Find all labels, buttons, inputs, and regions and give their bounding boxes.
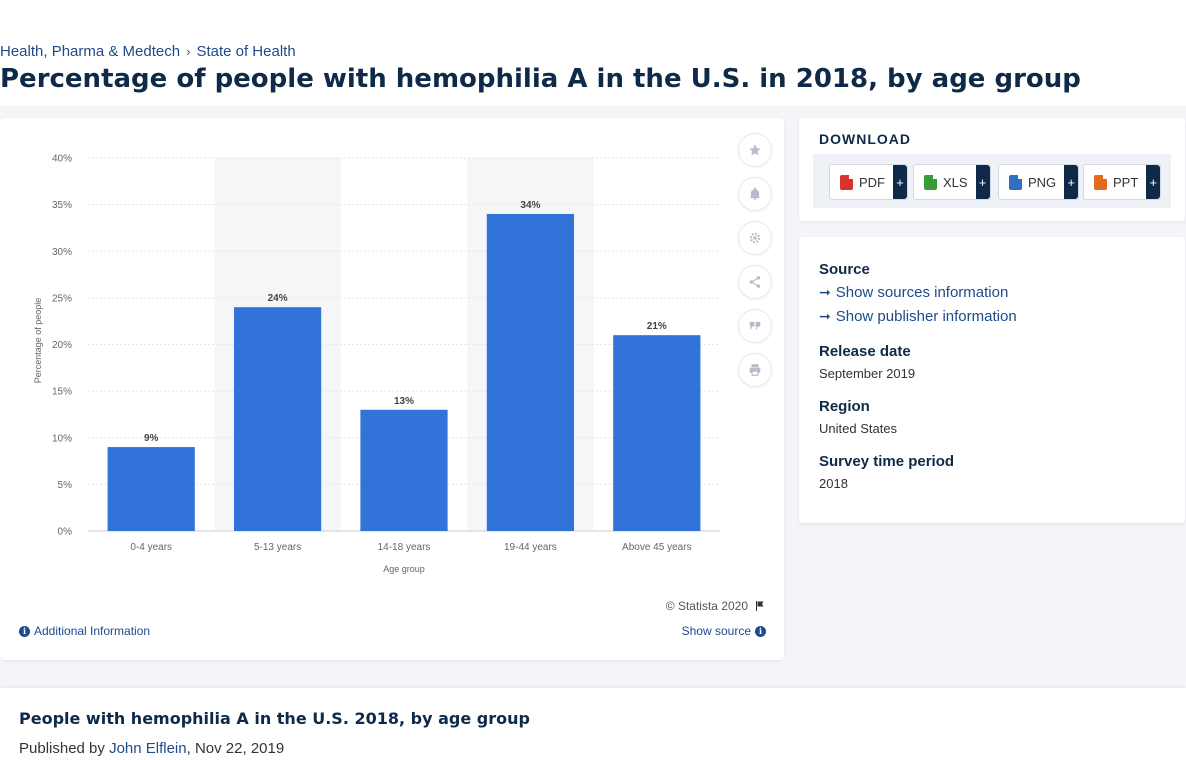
quote-icon: [749, 321, 761, 330]
show-sources-label: Show sources information: [835, 284, 1009, 301]
copyright-text: © Statista 2020: [665, 599, 748, 613]
y-tick-label: 5%: [58, 480, 73, 491]
download-xls-button[interactable]: XLS +: [913, 164, 991, 200]
show-publisher-link[interactable]: ➞ Show publisher information: [819, 308, 1017, 325]
breadcrumb-separator: ›: [186, 44, 191, 59]
data-label: 9%: [144, 433, 159, 444]
bar: [613, 335, 701, 531]
additional-information-link[interactable]: i Additional Information: [19, 624, 150, 638]
notification-button[interactable]: [738, 177, 772, 211]
y-tick-label: 15%: [52, 387, 72, 398]
plus-icon: +: [1146, 165, 1161, 199]
breadcrumb: Health, Pharma & Medtech › State of Heal…: [0, 43, 296, 60]
y-tick-label: 0%: [58, 527, 73, 538]
gear-icon: [749, 232, 761, 244]
download-ppt-button[interactable]: PPT +: [1083, 164, 1162, 200]
info-icon: i: [755, 625, 766, 637]
published-by-label: Published by: [19, 740, 110, 757]
bar-chart: 0% 5% 10% 15% 20% 25% 30% 35% 40% 9% 0-4 years 24% 5…: [33, 154, 720, 574]
y-tick-label: 25%: [52, 293, 72, 304]
download-png-label: PNG: [1028, 174, 1057, 190]
print-icon: [749, 364, 761, 376]
chart-card: 0% 5% 10% 15% 20% 25% 30% 35% 40% 9% 0-4 years 24% 5…: [0, 118, 784, 660]
xls-file-icon: [924, 174, 937, 190]
bar: [107, 447, 195, 531]
bar: [486, 213, 575, 531]
article-card: People with hemophilia A in the U.S. 201…: [0, 688, 1186, 760]
x-tick-label: 0-4 years: [130, 542, 172, 553]
share-button[interactable]: [738, 265, 772, 299]
additional-information-label: Additional Information: [34, 624, 151, 638]
show-source-link[interactable]: Show source i: [682, 624, 766, 638]
x-tick-label: 5-13 years: [254, 542, 301, 553]
statistic-details: Source ➞ Show sources information ➞ Show…: [799, 237, 1185, 523]
breadcrumb-link-health[interactable]: Health, Pharma & Medtech: [0, 43, 181, 60]
page-title: Percentage of people with hemophilia A i…: [0, 64, 1081, 94]
arrow-right-icon: ➞: [819, 284, 831, 300]
author-link[interactable]: John Elflein: [109, 740, 187, 757]
y-tick-label: 30%: [52, 247, 72, 258]
arrow-right-icon: ➞: [819, 308, 831, 324]
download-xls-label: XLS: [943, 174, 968, 190]
breadcrumb-link-state-of-health[interactable]: State of Health: [196, 43, 296, 60]
download-panel: DOWNLOAD PDF + XLS + PNG + PPT +: [799, 118, 1185, 221]
download-png-button[interactable]: PNG +: [998, 164, 1080, 200]
show-publisher-label: Show publisher information: [835, 308, 1017, 325]
survey-period-value: 2018: [819, 476, 848, 491]
data-label: 13%: [394, 396, 414, 407]
statista-credit: © Statista 2020: [666, 599, 766, 613]
bar: [360, 409, 448, 531]
region-label: Region: [819, 398, 870, 415]
ppt-file-icon: [1094, 174, 1107, 190]
print-button[interactable]: [738, 353, 772, 387]
y-tick-label: 40%: [52, 154, 72, 165]
bell-icon: [749, 187, 761, 200]
show-sources-link[interactable]: ➞ Show sources information: [819, 284, 1008, 301]
plus-icon: +: [893, 165, 907, 199]
download-heading: DOWNLOAD: [819, 131, 911, 147]
release-date-value: September 2019: [819, 366, 916, 381]
x-tick-label: 19-44 years: [504, 542, 557, 553]
settings-button[interactable]: [738, 221, 772, 255]
chart-toolbar: [738, 133, 772, 387]
release-date-label: Release date: [819, 343, 911, 360]
favorite-button[interactable]: [738, 133, 772, 167]
data-label: 34%: [520, 200, 540, 211]
y-tick-label: 35%: [52, 200, 72, 211]
star-icon: [749, 144, 761, 156]
x-axis-label: Age group: [383, 564, 425, 574]
cite-button[interactable]: [738, 309, 772, 343]
download-pdf-label: PDF: [859, 174, 885, 190]
source-label: Source: [819, 261, 870, 278]
flag-icon[interactable]: [754, 600, 766, 612]
y-axis-label: Percentage of people: [33, 298, 43, 384]
download-buttons: PDF + XLS + PNG + PPT +: [813, 154, 1171, 208]
publish-date: , Nov 22, 2019: [186, 740, 285, 757]
region-value: United States: [819, 421, 898, 436]
pdf-file-icon: [840, 174, 853, 190]
article-title: People with hemophilia A in the U.S. 201…: [19, 709, 530, 728]
survey-period-label: Survey time period: [819, 453, 955, 470]
x-tick-label: 14-18 years: [378, 542, 431, 553]
png-file-icon: [1009, 174, 1022, 190]
y-tick-label: 10%: [52, 433, 72, 444]
article-byline: Published by John Elflein, Nov 22, 2019: [19, 740, 284, 757]
info-icon: i: [19, 625, 30, 637]
x-tick-label: Above 45 years: [622, 542, 692, 553]
y-tick-label: 20%: [52, 340, 72, 351]
data-label: 21%: [647, 321, 667, 332]
download-ppt-label: PPT: [1113, 174, 1139, 190]
share-icon: [749, 276, 761, 288]
show-source-label: Show source: [681, 624, 751, 638]
top-bar: [0, 0, 1186, 36]
plus-icon: +: [975, 165, 990, 199]
download-pdf-button[interactable]: PDF +: [829, 164, 908, 200]
plus-icon: +: [1064, 165, 1079, 199]
bar: [233, 307, 322, 531]
data-label: 24%: [268, 293, 288, 304]
